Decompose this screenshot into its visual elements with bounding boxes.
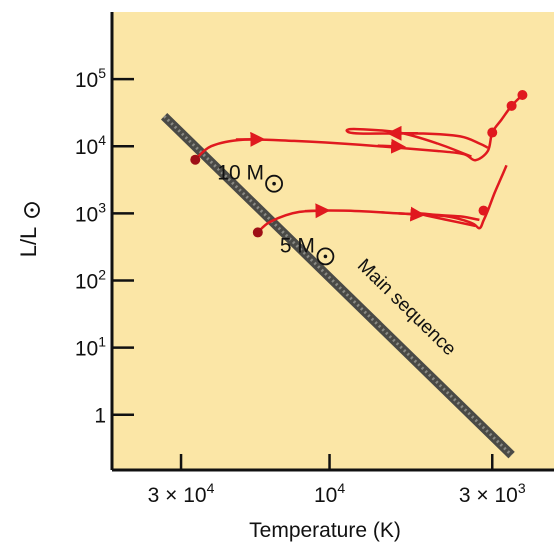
x-tick-label-exponent: 3 — [518, 480, 526, 496]
y-axis-title-group: L/L — [16, 202, 41, 258]
sun-symbol-dot-icon — [272, 181, 276, 186]
y-tick-label: 1 — [94, 405, 106, 428]
evolution-track: 10 M — [190, 89, 528, 193]
y-tick-label-exponent: 2 — [98, 266, 106, 282]
track-arrow — [398, 206, 426, 222]
track-mass-label: 5 M — [280, 234, 315, 257]
y-axis-title: L/L — [16, 227, 41, 258]
x-tick-label-exponent: 4 — [207, 480, 215, 496]
track-marker-point — [478, 205, 489, 216]
x-tick-label-exponent: 4 — [337, 480, 345, 496]
sun-symbol-dot-icon — [323, 254, 328, 259]
sun-symbol-icon — [265, 174, 283, 193]
y-tick-label-exponent: 3 — [98, 199, 106, 215]
track-marker-point — [506, 100, 517, 111]
track-arrow — [377, 138, 407, 154]
main-sequence-texture — [163, 115, 513, 457]
x-tick-label: 3 × 103 — [459, 480, 526, 507]
evolution-track: 5 M — [252, 164, 508, 266]
y-tick-label-exponent: 5 — [98, 65, 106, 81]
sun-symbol-dot-icon — [30, 208, 34, 212]
track-start-point — [190, 154, 201, 165]
track-mass-label: 10 M — [217, 162, 264, 185]
y-tick-label-exponent: 1 — [98, 334, 106, 350]
x-axis-title: Temperature (K) — [249, 519, 401, 542]
y-tick-label-exponent: 4 — [98, 132, 106, 148]
track-loop-path — [345, 127, 489, 158]
track-arrow — [304, 203, 331, 219]
plot-area — [112, 12, 554, 470]
track-start-point — [252, 227, 263, 238]
track-end-point — [517, 89, 528, 100]
x-tick-label: 3 × 104 — [148, 480, 215, 507]
sun-symbol-icon — [316, 247, 335, 266]
sun-symbol-icon — [24, 202, 40, 218]
track-marker-point — [487, 127, 498, 138]
track-path — [256, 164, 508, 234]
